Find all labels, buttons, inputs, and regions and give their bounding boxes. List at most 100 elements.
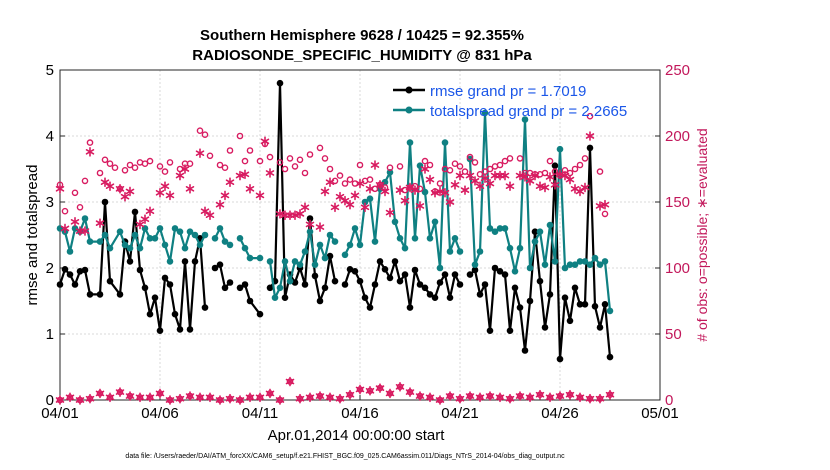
spread-point — [521, 116, 529, 123]
spread-point — [351, 225, 359, 232]
spread-point — [366, 195, 374, 202]
rmse-point — [586, 144, 594, 152]
legend-marker-rmse — [405, 86, 413, 94]
spread-point — [161, 241, 169, 249]
evaluated-count-marker — [140, 214, 150, 224]
possible-count-marker — [321, 155, 329, 162]
spread-point — [436, 264, 444, 272]
legend-marker-spread — [405, 106, 413, 114]
spread-point — [226, 241, 234, 249]
spread-point — [266, 258, 274, 265]
evaluated-count-marker — [85, 147, 95, 157]
rmse-point — [526, 297, 534, 305]
evaluated-count-marker — [475, 181, 485, 191]
evaluated-count-marker-low — [65, 392, 75, 403]
evaluated-count-marker — [105, 181, 115, 191]
rmse-point — [96, 291, 104, 298]
evaluated-count-marker-low — [565, 389, 575, 400]
evaluated-count-marker — [575, 186, 585, 197]
evaluated-count-marker-low — [285, 376, 295, 387]
spread-point — [531, 238, 539, 245]
spread-point — [361, 198, 369, 206]
possible-count-marker — [126, 161, 134, 169]
possible-count-marker — [296, 156, 304, 164]
rmse-point — [181, 258, 189, 265]
spread-point — [181, 244, 189, 252]
evaluated-count-marker — [100, 177, 110, 187]
evaluated-count-marker-low — [585, 393, 595, 404]
legend: rmse grand pr = 1.7019 totalspread grand… — [393, 83, 627, 120]
spread-point — [596, 261, 604, 269]
rmse-point — [326, 252, 334, 260]
rmse-point — [496, 268, 504, 275]
evaluated-count-marker — [460, 185, 470, 195]
rmse-point — [356, 277, 364, 285]
spread-point — [581, 258, 589, 265]
rmse-point — [351, 268, 359, 275]
rmse-point — [346, 266, 354, 273]
evaluated-count-marker — [60, 223, 70, 234]
evaluated-count-marker-low — [375, 383, 385, 393]
rmse-point — [131, 208, 139, 216]
possible-count-marker — [281, 165, 289, 173]
evaluated-count-marker — [450, 180, 460, 190]
spread-point — [396, 235, 404, 242]
evaluated-count-marker — [505, 181, 515, 191]
possible-count-marker — [501, 157, 509, 165]
rmse-point — [226, 279, 234, 286]
evaluated-count-marker-low — [125, 391, 135, 401]
rmse-point — [236, 284, 244, 292]
possible-count-marker — [516, 155, 524, 162]
spread-point — [176, 228, 184, 235]
spread-point — [591, 254, 599, 262]
possible-count-marker — [196, 127, 204, 134]
evaluated-count-marker-low — [365, 385, 375, 396]
possible-count-marker — [86, 139, 94, 146]
possible-count-marker — [156, 163, 164, 170]
spread-point — [556, 145, 564, 153]
possible-count-marker — [101, 156, 109, 164]
rmse-point — [546, 291, 554, 298]
possible-count-marker — [356, 161, 364, 169]
rmse-point — [591, 303, 599, 310]
possible-count-marker — [246, 147, 254, 154]
evaluated-count-marker-low — [605, 389, 615, 400]
rmse-point — [486, 327, 494, 335]
evaluated-count-marker-low — [485, 391, 495, 401]
rmse-point — [601, 301, 609, 308]
possible-count-marker — [166, 159, 174, 166]
spread-point — [246, 254, 254, 262]
rmse-point — [531, 228, 539, 235]
evaluated-count-marker-low — [345, 389, 355, 400]
evaluated-count-marker-low — [445, 391, 455, 401]
rmse-point — [471, 266, 479, 274]
evaluated-count-marker — [245, 184, 255, 194]
evaluated-count-marker-low — [165, 395, 175, 405]
possible-count-marker — [276, 159, 284, 166]
spread-point — [506, 244, 514, 252]
possible-count-marker — [446, 166, 454, 174]
spread-point — [421, 188, 429, 196]
evaluated-count-marker — [345, 199, 355, 210]
rmse-point — [551, 162, 559, 169]
evaluated-count-marker — [355, 178, 365, 189]
evaluated-count-marker — [595, 201, 605, 211]
spread-point — [426, 235, 434, 242]
y-tick-label-left: 2 — [46, 260, 54, 277]
spread-point — [66, 248, 74, 255]
possible-count-marker — [351, 180, 359, 187]
evaluated-count-marker-low — [255, 392, 265, 403]
evaluated-count-marker — [490, 170, 500, 181]
evaluated-count-marker — [410, 185, 420, 195]
possible-count-marker — [596, 168, 604, 175]
evaluated-count-marker-low — [405, 387, 415, 397]
rmse-point — [161, 274, 169, 282]
rmse-point — [191, 258, 199, 265]
possible-count-marker — [106, 160, 114, 167]
rmse-point — [331, 277, 339, 285]
spread-point — [471, 261, 479, 269]
possible-count-marker — [366, 176, 374, 183]
possible-count-marker — [81, 177, 89, 185]
x-axis-label: Apr.01,2014 00:00:00 start — [268, 427, 446, 444]
spread-point — [296, 261, 304, 269]
